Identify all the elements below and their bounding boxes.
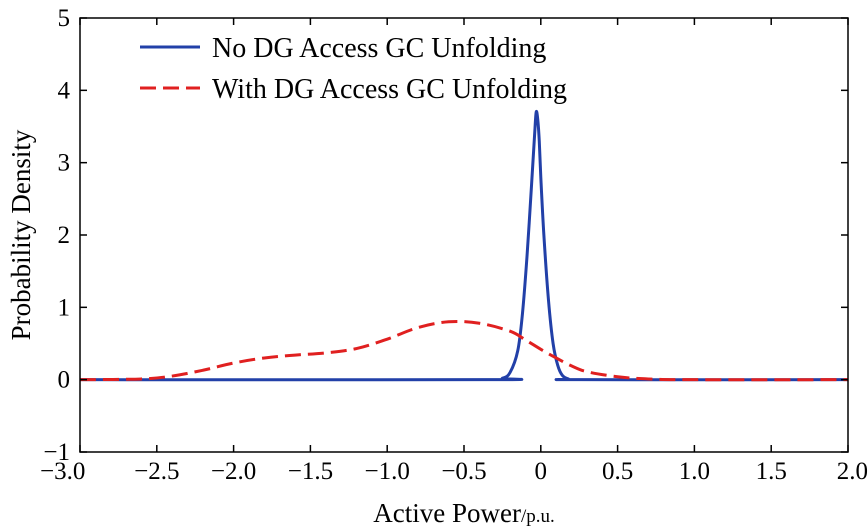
series-line-2 (79, 320, 849, 382)
y-tick-label: 4 (58, 77, 71, 104)
x-tick-label: 0 (535, 458, 548, 485)
y-tick-label: 2 (58, 222, 71, 249)
x-tick-label: 0.5 (602, 458, 633, 485)
x-tick-label: 1.5 (756, 458, 787, 485)
x-axis-unit: /p.u. (521, 506, 555, 527)
x-tick-label: −1.5 (288, 458, 333, 485)
y-tick-label: 5 (58, 5, 71, 32)
y-axis-title: Probability Density (6, 129, 36, 340)
legend-label-1: No DG Access GC Unfolding (212, 33, 546, 64)
y-tick-label: 1 (58, 294, 71, 321)
x-axis-title: Active Power/p.u. (373, 498, 555, 528)
x-tick-label: −0.5 (441, 458, 486, 485)
x-tick-label: −1.0 (365, 458, 410, 485)
series-line-1 (79, 109, 849, 382)
y-tick-label: 0 (58, 367, 71, 394)
x-tick-label: 2.0 (837, 458, 868, 485)
x-tick-label: −2.5 (134, 458, 179, 485)
legend: No DG Access GC Unfolding With DG Access … (140, 33, 567, 105)
ticks-layer: −3.0 −2.5 −2.0 −1.5 −1.0 −0.5 0 0.5 1.0 1.5 2.0 −1 0… (40, 5, 868, 485)
x-axis-label: Active Power (373, 498, 521, 528)
x-tick-label: −2.0 (211, 458, 256, 485)
legend-label-2: With DG Access GC Unfolding (212, 74, 567, 105)
x-tick-label: −3.0 (40, 458, 85, 485)
y-tick-label: −1 (43, 439, 70, 466)
y-tick-label: 3 (58, 150, 71, 177)
series-layer (79, 109, 849, 382)
x-tick-label: 1.0 (679, 458, 710, 485)
